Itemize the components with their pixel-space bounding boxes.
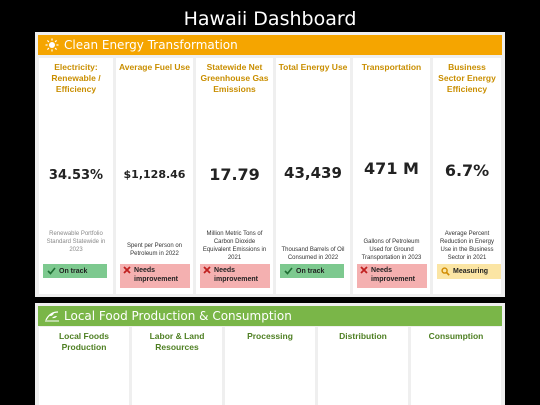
sun-icon [40,38,64,52]
local-food-header: Local Food Production & Consumption [38,306,502,326]
food-card-title: Local Foods Production [58,331,110,352]
metric-card-renewable[interactable]: Electricity: Renewable / Efficiency 34.5… [39,58,113,294]
metric-title: Transportation [361,62,422,72]
metric-value: 6.7% [444,161,490,180]
metric-title: Electricity: Renewable / Efficiency [51,62,101,94]
x-icon [122,266,132,274]
metric-title: Statewide Net Greenhouse Gas Emissions [200,62,269,94]
food-card-title: Distribution [339,331,387,341]
status-badge: Measuring [437,264,501,279]
status-badge: On track [43,264,107,278]
check-icon [45,267,57,275]
local-food-panel: Local Food Production & Consumption Loca… [35,303,505,405]
magnifier-icon [439,267,451,276]
metric-card-business-efficiency[interactable]: Business Sector Energy Efficiency 6.7% A… [433,58,501,294]
food-card-processing[interactable]: Processing [225,327,315,405]
metric-value: 34.53% [48,168,104,183]
food-card-title: Labor & Land Resources [149,331,205,352]
clean-energy-panel: Clean Energy Transformation Electricity:… [35,32,505,297]
status-badge: On track [280,264,344,278]
status-badge: Needs improvement [200,264,270,288]
food-card-title: Processing [247,331,293,341]
metric-card-fuel-use[interactable]: Average Fuel Use $1,128.46 Spent per Per… [116,58,193,294]
metric-card-ghg-emissions[interactable]: Statewide Net Greenhouse Gas Emissions 1… [196,58,273,294]
food-card-distribution[interactable]: Distribution [318,327,408,405]
metric-description: Spent per Person on Petroleum in 2022 [126,243,183,257]
plant-icon [40,310,64,322]
metric-title: Average Fuel Use [118,62,191,72]
metric-description: Million Metric Tons of Carbon Dioxide Eq… [202,231,267,261]
metric-card-total-energy[interactable]: Total Energy Use 43,439 Thousand Barrels… [276,58,350,294]
metric-title: Total Energy Use [278,62,348,72]
metric-description: Gallons of Petroleum Used for Ground Tra… [361,239,422,261]
x-icon [202,266,212,274]
metric-value: 43,439 [284,164,342,182]
clean-energy-header: Clean Energy Transformation [38,35,502,55]
local-food-section-title: Local Food Production & Consumption [64,309,292,323]
metric-value: $1,128.46 [123,168,186,181]
metric-description: Renewable Portfolio Standard Statewide i… [46,231,106,253]
food-card-labor-land[interactable]: Labor & Land Resources [132,327,222,405]
clean-energy-section-title: Clean Energy Transformation [64,38,238,52]
check-icon [282,267,294,275]
metric-description: Thousand Barrels of Oil Consumed in 2022 [281,247,345,261]
page-title: Hawaii Dashboard [183,8,357,30]
metric-value: 471 M [364,159,419,178]
status-badge: Needs improvement [357,264,427,288]
metric-title: Business Sector Energy Efficiency [438,62,496,94]
food-card-consumption[interactable]: Consumption [411,327,501,405]
food-card-production[interactable]: Local Foods Production [39,327,129,405]
food-card-title: Consumption [428,331,484,341]
x-icon [359,266,369,274]
status-badge: Needs improvement [120,264,190,288]
metric-value: 17.79 [209,165,260,184]
metric-description: Average Percent Reduction in Energy Use … [439,231,495,261]
metric-card-transportation[interactable]: Transportation 471 M Gallons of Petroleu… [353,58,430,294]
